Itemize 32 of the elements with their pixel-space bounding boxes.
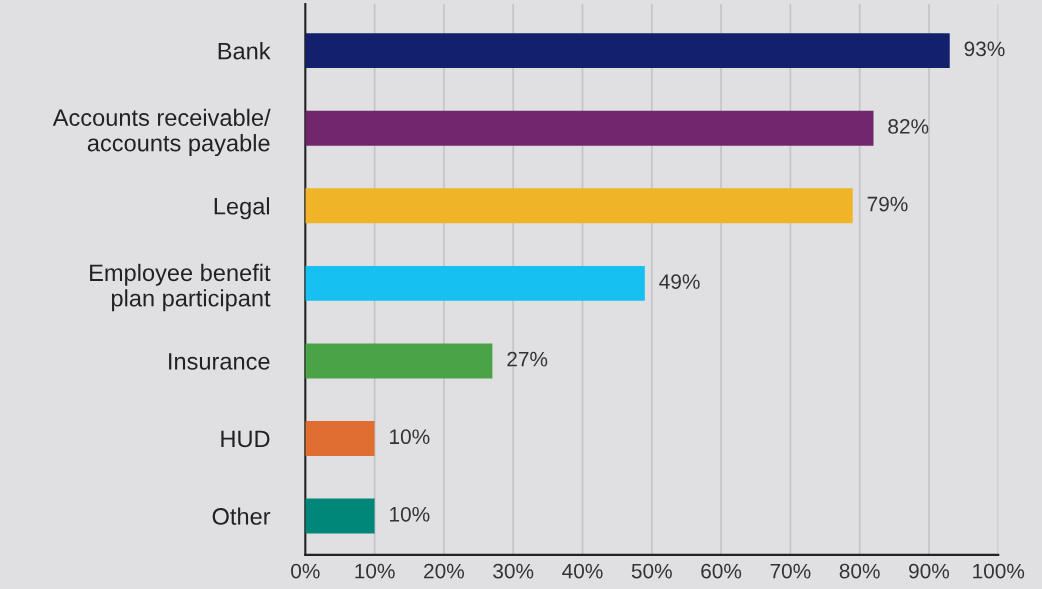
y-tick-label: Insurance: [169, 353, 270, 370]
data-label: 10%: [390, 429, 430, 445]
x-tick-label: 10%: [355, 563, 395, 579]
data-label: 49%: [659, 274, 700, 289]
bar: [305, 33, 950, 69]
x-tick-label: 0%: [291, 563, 320, 579]
bar: [305, 265, 645, 301]
y-tick-label: Employee benefit plan participant: [90, 263, 271, 312]
data-label: 27%: [507, 351, 548, 367]
y-tick-label: Bank: [218, 42, 271, 60]
x-tick-label: 20%: [424, 563, 464, 579]
x-tick-label: 90%: [909, 563, 950, 579]
bar: [305, 421, 375, 456]
y-tick-label: Accounts receivable/ accounts payable: [52, 108, 271, 157]
data-label: 10%: [390, 506, 430, 522]
x-tick-label: 30%: [493, 563, 534, 579]
x-tick-label: 100%: [973, 563, 1025, 579]
data-label: 79%: [867, 196, 908, 212]
x-tick-label: 50%: [631, 563, 672, 579]
x-tick-label: 70%: [770, 563, 811, 579]
bar: [305, 110, 874, 146]
data-label: 93%: [964, 41, 1005, 57]
x-tick-label: 40%: [562, 563, 603, 579]
x-tick-label: 60%: [701, 563, 742, 579]
y-tick-label: HUD: [221, 430, 270, 448]
y-tick-label: Legal: [214, 197, 270, 220]
x-tick-label: 80%: [839, 563, 880, 579]
bar: [305, 343, 493, 379]
bar: [305, 188, 853, 224]
y-tick-label: Other: [212, 507, 271, 525]
bar: [305, 498, 375, 534]
data-label: 82%: [888, 119, 929, 134]
